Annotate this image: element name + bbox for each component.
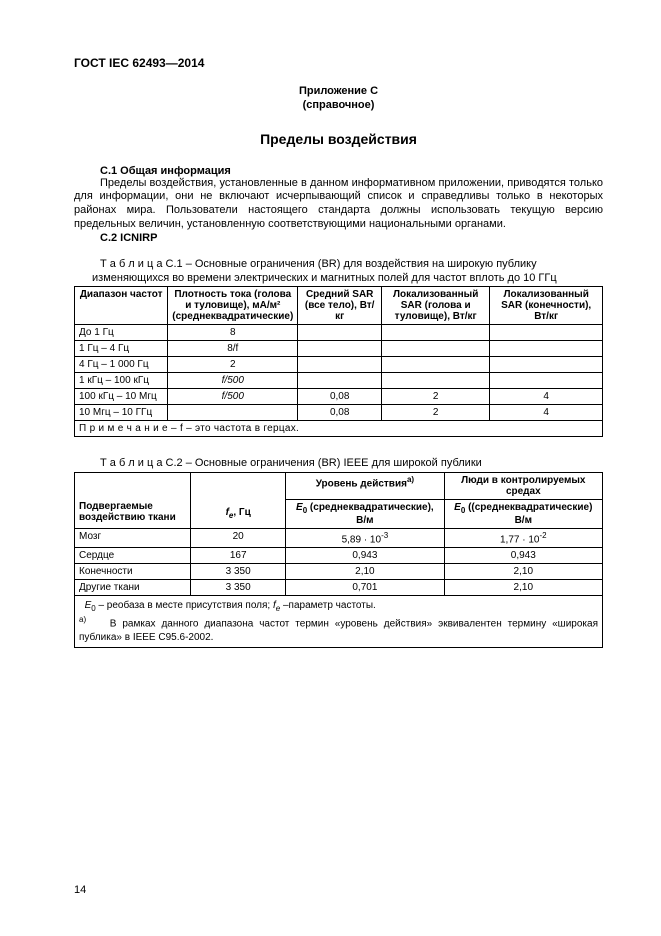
table-header-row: Подвергаемые воздействию ткани fe, Гц E0… — [75, 499, 603, 528]
table-row: До 1 Гц8 — [75, 325, 603, 341]
caption-word: Т а б л и ц а — [100, 258, 162, 270]
col-header: Локализованный SAR (конечности), Вт/кг — [490, 287, 603, 325]
col-header: Локализованный SAR (голова и туловище), … — [382, 287, 490, 325]
table-row: 100 кГц – 10 Мгцf/5000,0824 — [75, 389, 603, 405]
table-header-row: Уровень действияa) Люди в контролируемых… — [75, 472, 603, 499]
col-header: Средний SAR (все тело), Вт/кг — [298, 287, 382, 325]
col-header: Диапазон частот — [75, 287, 168, 325]
table-row: Другие ткани 3 350 0,701 2,10 — [75, 580, 603, 596]
footnote-line1: E0 – реобаза в месте присутствия поля; f… — [79, 599, 598, 615]
section-c1-heading: С.1 Общая информация — [74, 165, 603, 177]
caption-rest: С.2 – Основные ограничения (BR) IEEE для… — [162, 457, 481, 469]
footnote-line2: a) В рамках данного диапазона частот тер… — [79, 615, 598, 644]
annex-block: Приложение С (справочное) — [74, 84, 603, 113]
table-c2-caption: Т а б л и ц а С.2 – Основные ограничения… — [74, 457, 603, 471]
section-c2-heading: С.2 ICNIRP — [74, 232, 603, 244]
table-row: 1 кГц – 100 кГцf/500 — [75, 373, 603, 389]
standard-header: ГОСТ IEC 62493—2014 — [74, 56, 603, 70]
note-rest: – f – это частота в герцах. — [168, 423, 299, 434]
table-footnote-row: E0 – реобаза в месте присутствия поля; f… — [75, 596, 603, 648]
caption-rest: С.1 – Основные ограничения (BR) для возд… — [162, 258, 536, 270]
table-row: Конечности 3 350 2,10 2,10 — [75, 564, 603, 580]
section-c1-para: Пределы воздействия, установленные в дан… — [74, 177, 603, 232]
table-header-row: Диапазон частот Плотность тока (голова и… — [75, 287, 603, 325]
table-row: 10 Мгц – 10 ГГц0,0824 — [75, 405, 603, 421]
annex-line2: (справочное) — [303, 99, 375, 111]
table-note-row: П р и м е ч а н и е – f – это частота в … — [75, 421, 603, 437]
col-header: Плотность тока (голова и туловище), мА/м… — [168, 287, 298, 325]
annex-line1: Приложение С — [299, 85, 378, 97]
table-c2: Уровень действияa) Люди в контролируемых… — [74, 472, 603, 648]
table-row: Сердце 167 0,943 0,943 — [75, 548, 603, 564]
page-title: Пределы воздействия — [74, 131, 603, 147]
caption-word: Т а б л и ц а — [100, 457, 162, 469]
table-c1-caption: Т а б л и ц а С.1 – Основные ограничения… — [74, 258, 603, 272]
table-row: 1 Гц – 4 Гц8/f — [75, 341, 603, 357]
page-number: 14 — [74, 884, 86, 896]
table-c1: Диапазон частот Плотность тока (голова и… — [74, 286, 603, 437]
table-row: 4 Гц – 1 000 Гц2 — [75, 357, 603, 373]
table-c1-caption-line2: изменяющихся во времени электрических и … — [74, 272, 603, 286]
table-row: Мозг 20 5,89 · 10-3 1,77 · 10-2 — [75, 528, 603, 547]
note-word: П р и м е ч а н и е — [79, 423, 168, 434]
